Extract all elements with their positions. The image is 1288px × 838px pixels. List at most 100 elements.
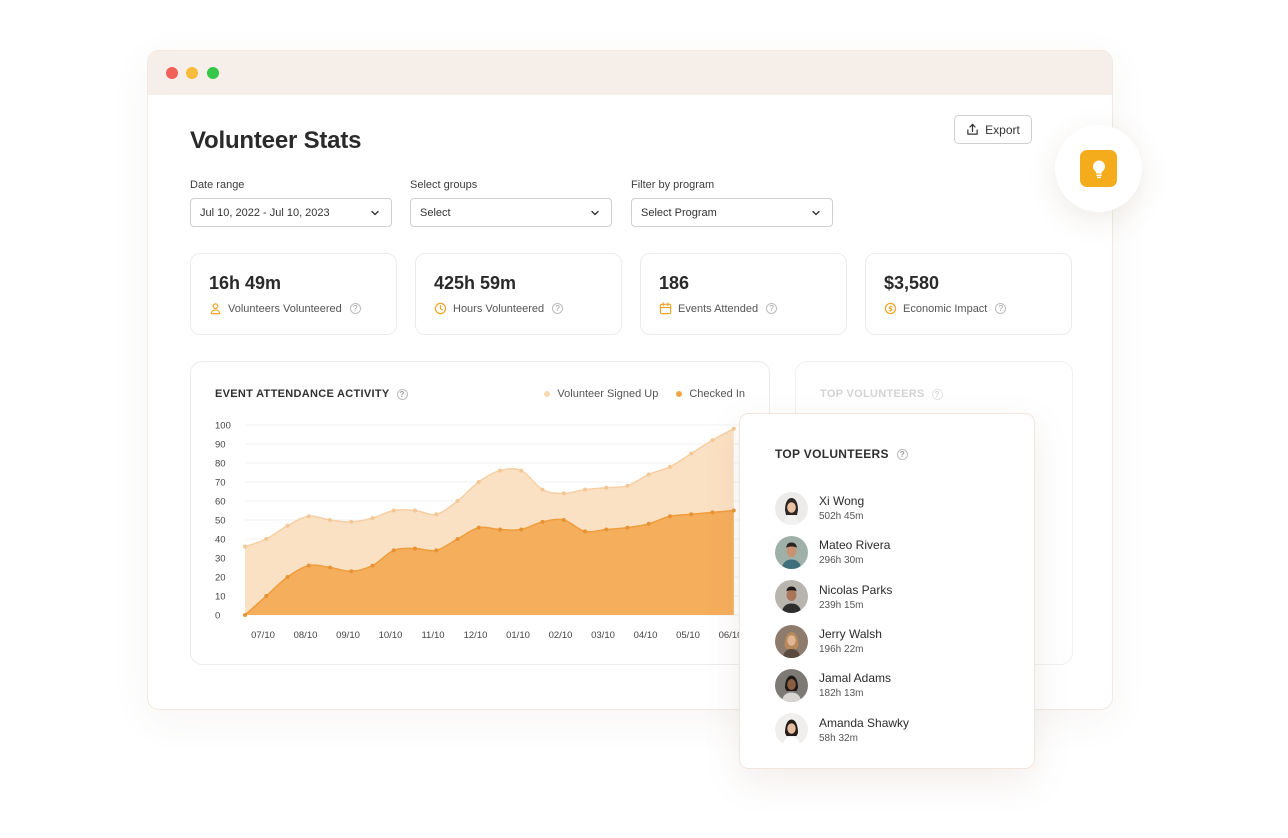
- chevron-down-icon: [591, 210, 599, 215]
- export-button[interactable]: Export: [954, 115, 1032, 144]
- legend-item-checked-in[interactable]: Checked In: [676, 388, 745, 400]
- svg-text:$: $: [888, 305, 893, 313]
- x-tick-label: 12/10: [464, 630, 488, 641]
- stat-value: 186: [659, 273, 690, 293]
- x-tick-label: 07/10: [251, 630, 275, 641]
- export-icon: [967, 123, 978, 135]
- stat-value: 425h 59m: [434, 273, 517, 293]
- list-item[interactable]: Amanda Shawky 58h 32m: [775, 707, 909, 751]
- data-point: [668, 514, 672, 519]
- y-tick-label: 80: [215, 459, 226, 470]
- data-point: [561, 518, 566, 522]
- data-point: [540, 519, 545, 524]
- stat-card-volunteers: 16h 49m Volunteers Volunteered ?: [190, 253, 397, 335]
- stat-label: Hours Volunteered: [453, 302, 545, 315]
- chevron-down-icon: [371, 210, 379, 215]
- program-value: Select Program: [641, 206, 717, 219]
- x-tick-label: 02/10: [549, 630, 573, 641]
- close-window-button[interactable]: [166, 67, 178, 79]
- avatar: [775, 580, 808, 614]
- program-select[interactable]: Select Program: [631, 198, 833, 227]
- x-tick-label: 10/10: [379, 630, 403, 641]
- list-item[interactable]: Mateo Rivera 296h 30m: [775, 530, 909, 574]
- y-tick-label: 60: [215, 497, 226, 508]
- y-tick-label: 40: [215, 535, 226, 546]
- data-point: [583, 487, 587, 492]
- export-button-label: Export: [985, 122, 1020, 137]
- dollar-icon: $: [884, 302, 897, 315]
- date-range-select[interactable]: Jul 10, 2022 - Jul 10, 2023: [190, 198, 392, 227]
- data-point: [710, 438, 715, 443]
- data-point: [731, 426, 736, 431]
- data-point: [689, 451, 694, 456]
- help-icon[interactable]: ?: [896, 448, 908, 460]
- volunteer-text: Jamal Adams 182h 13m: [819, 671, 891, 699]
- chevron-down-icon: [812, 210, 820, 215]
- data-point: [349, 519, 354, 524]
- data-point: [434, 512, 439, 517]
- y-tick-label: 70: [215, 478, 226, 489]
- x-tick-label: 09/10: [336, 630, 360, 641]
- help-icon[interactable]: ?: [766, 303, 778, 314]
- stat-card-hours: 425h 59m Hours Volunteered ?: [415, 253, 622, 335]
- volunteer-name: Jerry Walsh: [819, 627, 882, 642]
- x-tick-label: 05/10: [676, 630, 700, 641]
- legend-item-signed-up[interactable]: Volunteer Signed Up: [544, 388, 658, 400]
- data-point: [391, 508, 396, 513]
- data-point: [625, 525, 630, 530]
- volunteer-hours: 196h 22m: [819, 644, 864, 656]
- tips-button[interactable]: [1055, 125, 1142, 212]
- stat-label: Events Attended: [678, 302, 759, 315]
- data-point: [668, 464, 672, 469]
- y-tick-label: 10: [215, 592, 226, 603]
- help-icon[interactable]: ?: [396, 388, 408, 400]
- data-point: [476, 480, 481, 484]
- stat-label: Economic Impact: [903, 302, 988, 315]
- data-point: [370, 516, 375, 521]
- minimize-window-button[interactable]: [186, 67, 198, 79]
- data-point: [519, 527, 524, 532]
- volunteer-name: Mateo Rivera: [819, 538, 891, 553]
- data-point: [328, 565, 332, 570]
- y-tick-label: 90: [215, 440, 226, 451]
- help-icon[interactable]: ?: [349, 303, 361, 314]
- list-item[interactable]: Jerry Walsh 196h 22m: [775, 619, 909, 663]
- legend-swatch: [676, 391, 683, 397]
- volunteer-name: Xi Wong: [819, 494, 865, 509]
- x-tick-label: 03/10: [591, 630, 615, 641]
- list-item[interactable]: Jamal Adams 182h 13m: [775, 663, 909, 707]
- groups-select[interactable]: Select: [410, 198, 612, 227]
- x-tick-label: 11/10: [421, 630, 444, 641]
- volunteer-hours: 239h 15m: [819, 599, 864, 611]
- stat-label-row: Volunteers Volunteered ?: [209, 302, 396, 315]
- data-point: [285, 523, 290, 528]
- data-point: [306, 563, 311, 568]
- data-point: [561, 491, 566, 496]
- data-point: [413, 508, 417, 513]
- help-icon[interactable]: ?: [552, 303, 564, 314]
- x-tick-label: 06/10: [719, 630, 743, 641]
- maximize-window-button[interactable]: [207, 67, 219, 79]
- avatar: [775, 491, 808, 525]
- avatar: [775, 535, 808, 569]
- data-point: [604, 485, 609, 490]
- calendar-icon: [659, 302, 672, 315]
- volunteer-text: Mateo Rivera 296h 30m: [819, 538, 890, 566]
- data-point: [604, 527, 609, 532]
- help-icon[interactable]: ?: [995, 303, 1007, 314]
- groups-filter: Select groups Select: [410, 179, 612, 227]
- ghost-panel-title: TOP VOLUNTEERS: [820, 388, 925, 400]
- data-point: [370, 563, 375, 568]
- data-point: [646, 521, 651, 526]
- list-item[interactable]: Xi Wong 502h 45m: [775, 486, 909, 530]
- volunteer-name: Jamal Adams: [819, 671, 892, 686]
- program-label: Filter by program: [631, 179, 715, 191]
- stat-label: Volunteers Volunteered: [228, 302, 342, 315]
- data-point: [413, 546, 417, 551]
- data-point: [264, 594, 269, 598]
- volunteer-text: Jerry Walsh 196h 22m: [819, 627, 882, 655]
- volunteer-text: Amanda Shawky 58h 32m: [819, 716, 909, 744]
- y-tick-label: 0: [215, 611, 220, 622]
- stat-value: $3,580: [884, 273, 940, 293]
- list-item[interactable]: Nicolas Parks 239h 15m: [775, 575, 909, 619]
